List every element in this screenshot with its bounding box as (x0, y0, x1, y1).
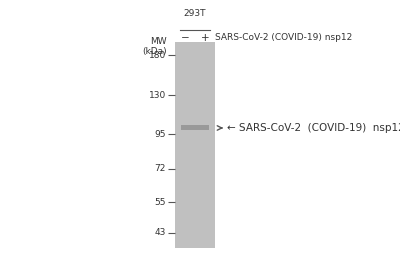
Bar (181, 126, 209, 131)
Text: 55: 55 (154, 198, 166, 207)
Bar (175, 42, 215, 248)
Text: 293T: 293T (184, 9, 206, 18)
Text: 130: 130 (149, 91, 166, 100)
Text: 95: 95 (154, 130, 166, 139)
Text: SARS-CoV-2 (COVID-19) nsp12: SARS-CoV-2 (COVID-19) nsp12 (215, 32, 352, 42)
Text: 43: 43 (155, 228, 166, 237)
Text: ← SARS-CoV-2  (COVID-19)  nsp12: ← SARS-CoV-2 (COVID-19) nsp12 (227, 123, 400, 133)
Text: +: + (201, 33, 209, 43)
Text: −: − (181, 33, 189, 43)
Text: MW
(kDa): MW (kDa) (142, 37, 167, 56)
Text: 180: 180 (149, 50, 166, 60)
Text: 72: 72 (155, 164, 166, 173)
